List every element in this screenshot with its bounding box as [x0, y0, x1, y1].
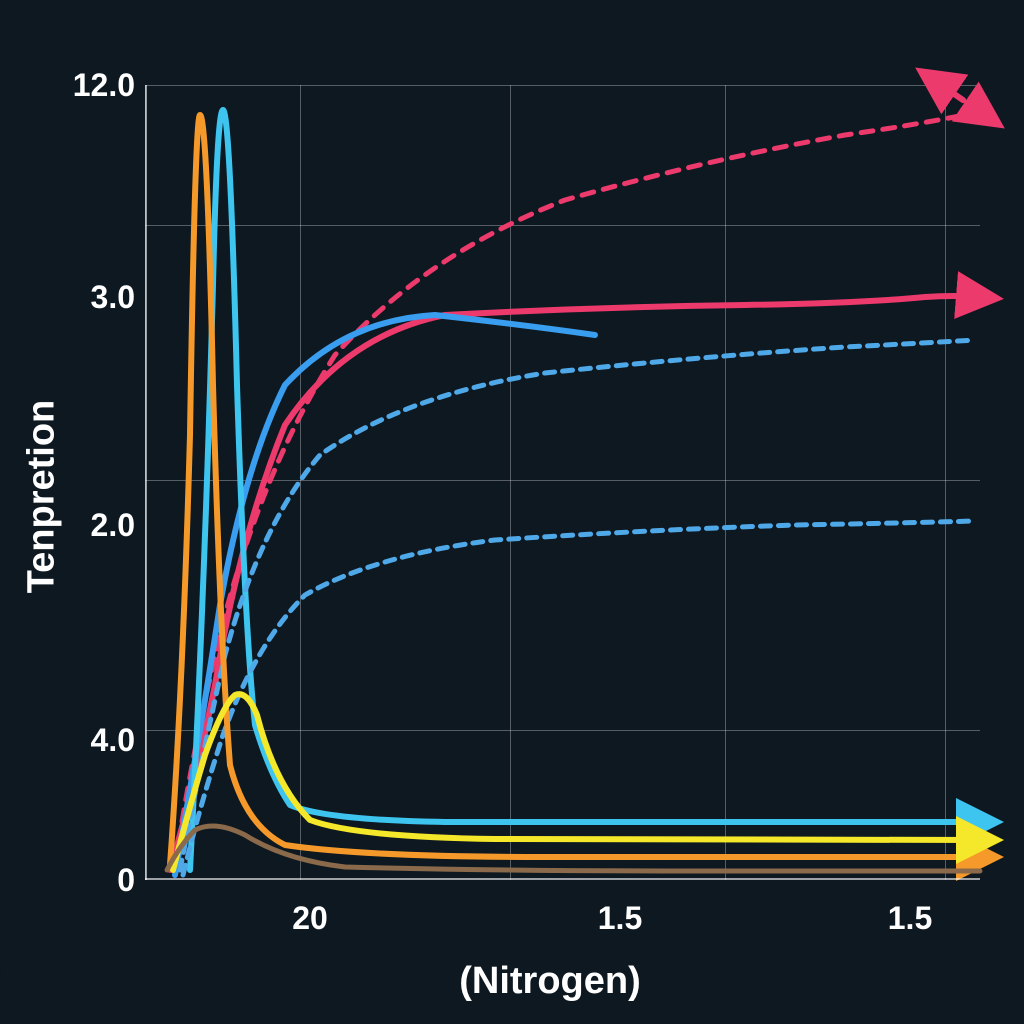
series-pink-arrow-top [935, 81, 985, 115]
x-axis-label: (Nitrogen) [400, 960, 700, 1003]
x-tick-label: 1.5 [870, 900, 950, 937]
curves-svg [145, 85, 980, 880]
y-tick-label: 12.0 [55, 67, 135, 104]
x-axis-line [145, 878, 980, 880]
y-tick-label: 2.0 [55, 507, 135, 544]
y-axis-label: Tenpretion [20, 400, 63, 594]
x-tick-label: 20 [270, 900, 350, 937]
chart-container: Tenpretion (Nitrogen) 12.0 3.0 2.0 4.0 0 20 1.… [0, 0, 1024, 1024]
series-cyan-peak [190, 110, 980, 870]
x-tick-label: 1.5 [580, 900, 660, 937]
plot-area [145, 85, 980, 880]
y-tick-label: 0 [55, 862, 135, 899]
y-tick-label: 4.0 [55, 722, 135, 759]
y-axis-line [145, 85, 147, 880]
y-tick-label: 3.0 [55, 279, 135, 316]
